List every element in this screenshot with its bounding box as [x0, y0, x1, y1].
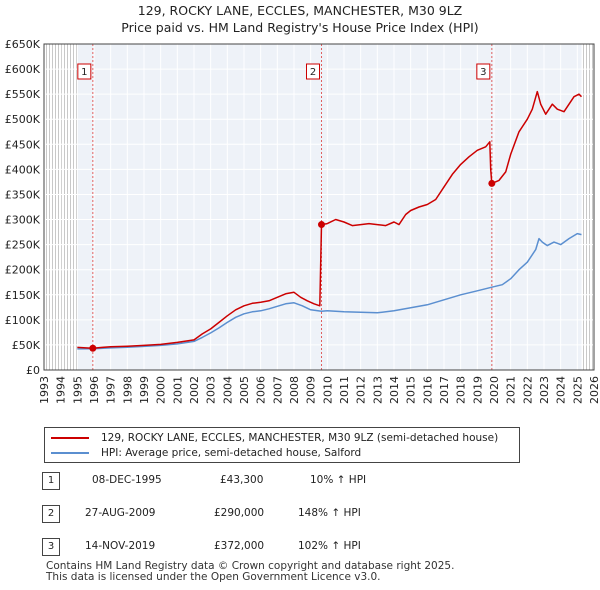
x-tick-label: 2003 [205, 376, 218, 404]
sale-point [89, 344, 97, 352]
y-tick-label: £400K [5, 163, 41, 176]
series-line-hpi [77, 232, 582, 350]
series-line-property [77, 90, 583, 350]
x-tick-label: 1996 [88, 376, 101, 404]
x-tick-label: 2022 [521, 376, 534, 404]
x-tick-label: 2004 [221, 376, 234, 404]
y-tick-label: £0 [26, 364, 40, 377]
legend-label-hpi: HPI: Average price, semi-detached house,… [101, 447, 362, 459]
title-line-1: 129, ROCKY LANE, ECCLES, MANCHESTER, M30… [137, 3, 463, 18]
x-tick-label: 1997 [105, 376, 118, 404]
hatch-after-data [581, 44, 594, 370]
x-tick-label: 1998 [121, 376, 134, 404]
x-tick-label: 2005 [238, 376, 251, 404]
sale-hpi-change: 10% ↑ HPI [310, 474, 367, 486]
table-row: 1 08-DEC-1995 £43,300 10% ↑ HPI [42, 472, 442, 492]
x-tick-label: 2009 [305, 376, 318, 404]
sale-number-badge: 2 [42, 505, 60, 523]
table-row: 3 14-NOV-2019 £372,000 102% ↑ HPI [42, 538, 442, 558]
footer-licence: This data is licensed under the Open Gov… [46, 571, 381, 583]
sale-date: 27-AUG-2009 [85, 507, 156, 519]
legend-label-property: 129, ROCKY LANE, ECCLES, MANCHESTER, M30… [101, 432, 499, 444]
table-row: 2 27-AUG-2009 £290,000 148% ↑ HPI [42, 505, 442, 525]
x-tick-label: 2008 [288, 376, 301, 404]
x-tick-label: 2000 [155, 376, 168, 404]
y-tick-label: £250K [5, 239, 41, 252]
y-tick-label: £300K [5, 214, 41, 227]
y-tick-label: £50K [12, 339, 41, 352]
x-tick-label: 2023 [538, 376, 551, 404]
x-tick-label: 2019 [471, 376, 484, 404]
x-tick-label: 2014 [388, 376, 401, 404]
sale-label-box [77, 63, 92, 80]
x-tick-label: 1999 [138, 376, 151, 404]
y-tick-label: £100K [5, 314, 41, 327]
legend-swatch-hpi [51, 452, 89, 454]
x-tick-label: 2001 [171, 376, 184, 404]
sale-price: £372,000 [214, 540, 265, 552]
y-tick-label: £600K [5, 63, 41, 76]
sale-hpi-change: 148% ↑ HPI [298, 507, 361, 519]
sale-price: £43,300 [220, 474, 264, 486]
x-tick-label: 2007 [271, 376, 284, 404]
legend: 129, ROCKY LANE, ECCLES, MANCHESTER, M30… [44, 427, 520, 463]
sale-label-number: 3 [480, 67, 486, 78]
sale-number-badge: 1 [42, 472, 60, 490]
x-tick-label: 2006 [255, 376, 268, 404]
x-tick-label: 2025 [571, 376, 584, 404]
y-tick-label: £200K [5, 264, 41, 277]
sale-label-box [306, 63, 320, 80]
sale-label-number: 1 [81, 67, 87, 78]
sale-point [318, 221, 325, 229]
sale-price: £290,000 [214, 507, 265, 519]
sale-label-box [476, 63, 491, 80]
x-tick-label: 2002 [188, 376, 201, 404]
x-tick-label: 2016 [421, 376, 434, 404]
sale-date: 14-NOV-2019 [85, 540, 156, 552]
x-tick-label: 2011 [338, 376, 351, 404]
x-tick-label: 2024 [555, 376, 568, 404]
y-tick-label: £550K [5, 88, 41, 101]
plot-area [44, 44, 594, 370]
x-tick-label: 2013 [371, 376, 384, 404]
x-tick-label: 2020 [488, 376, 501, 404]
x-tick-label: 2017 [438, 376, 451, 404]
title-line-2: Price paid vs. HM Land Registry's House … [121, 20, 479, 35]
sale-label-number: 2 [310, 67, 316, 78]
x-tick-label: 2018 [455, 376, 468, 404]
x-tick-label: 1994 [55, 376, 68, 404]
y-tick-label: £150K [5, 289, 41, 302]
sale-hpi-change: 102% ↑ HPI [298, 540, 361, 552]
y-tick-label: £350K [5, 188, 41, 201]
price-chart: £0 £50K £100K £150K £200K £250K £300K £350K £400… [5, 38, 600, 404]
legend-item-property: 129, ROCKY LANE, ECCLES, MANCHESTER, M30… [51, 430, 498, 446]
sale-point [488, 179, 496, 187]
y-tick-label: £650K [5, 38, 41, 51]
sale-number-badge: 3 [42, 538, 60, 556]
footer: Contains HM Land Registry data © Crown c… [46, 561, 454, 583]
legend-swatch-property [51, 437, 89, 439]
chart-title: 129, ROCKY LANE, ECCLES, MANCHESTER, M30… [0, 2, 600, 36]
x-tick-label: 2010 [321, 376, 334, 404]
x-tick-label: 2021 [505, 376, 518, 404]
sale-date: 08-DEC-1995 [92, 474, 162, 486]
y-tick-label: £500K [5, 113, 41, 126]
x-tick-label: 1993 [38, 376, 51, 404]
legend-item-hpi: HPI: Average price, semi-detached house,… [51, 445, 361, 461]
x-tick-label: 1995 [71, 376, 84, 404]
x-tick-label: 2015 [405, 376, 418, 404]
x-tick-label: 2026 [588, 376, 600, 404]
plot-frame [43, 43, 595, 371]
footer-copyright: Contains HM Land Registry data © Crown c… [46, 560, 455, 572]
y-tick-label: £450K [5, 138, 41, 151]
x-tick-label: 2012 [355, 376, 368, 404]
